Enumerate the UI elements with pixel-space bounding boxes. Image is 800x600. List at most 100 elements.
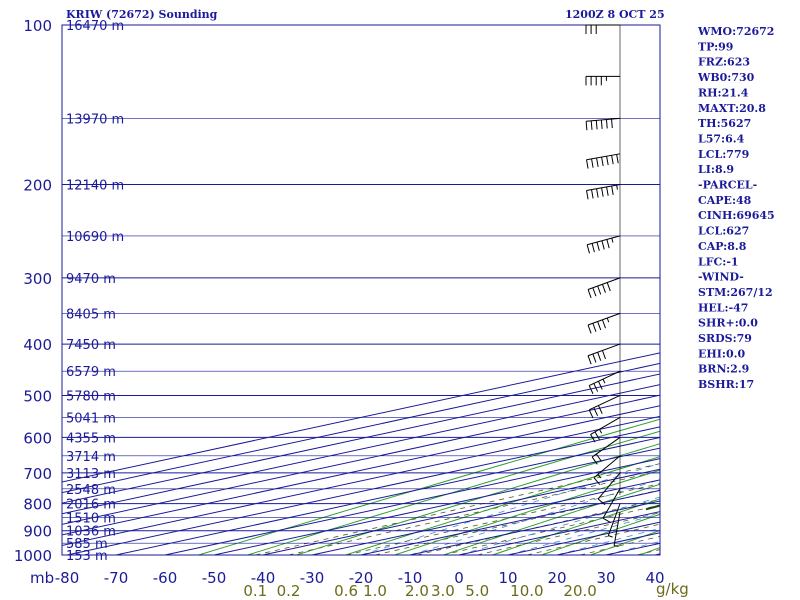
- height-label: 153 m: [66, 549, 108, 564]
- height-label: 7450 m: [66, 338, 116, 353]
- wind-barb: [588, 395, 621, 419]
- height-label: 5780 m: [66, 389, 116, 404]
- pressure-label-600: 600: [23, 429, 52, 447]
- temperature-label: -60: [153, 569, 178, 587]
- height-label: 13970 m: [66, 112, 124, 127]
- mixing-ratio-label: 5.0: [465, 582, 489, 600]
- pressure-label-500: 500: [23, 387, 52, 405]
- isotherm: [62, 362, 660, 494]
- valid-time: 1200Z 8 OCT 25: [565, 8, 665, 21]
- index-line: SHR+:0.0: [698, 317, 758, 330]
- wind-barb: [587, 343, 621, 365]
- chart-title: KRIW (72672) Sounding: [66, 8, 218, 21]
- index-line: STM:267/12: [698, 286, 773, 299]
- height-label: 10690 m: [66, 230, 124, 245]
- mixing-ratio-label: 0.6: [334, 582, 358, 600]
- wind-barb: [587, 277, 621, 299]
- wind-barbs: [585, 24, 621, 547]
- index-line: -PARCEL-: [698, 179, 757, 192]
- index-line: LCL:779: [698, 148, 749, 161]
- mixing-ratio-label: 0.2: [277, 582, 301, 600]
- height-label: 9470 m: [66, 272, 116, 287]
- index-line: TP:99: [698, 40, 733, 53]
- temperature-label: -10: [398, 569, 423, 587]
- mixing-ratio-label: 10.0: [510, 582, 543, 600]
- temperature-label: -50: [202, 569, 227, 587]
- pressure-label-400: 400: [23, 336, 52, 354]
- isotherm: [62, 394, 660, 525]
- index-line: BSHR:17: [698, 378, 754, 391]
- height-label: 12140 m: [66, 179, 124, 194]
- index-line: LFC:-1: [698, 255, 739, 268]
- wind-barb: [597, 472, 621, 506]
- temperature-label: -70: [104, 569, 129, 587]
- height-label: 2016 m: [66, 498, 116, 513]
- index-line: WB0:730: [697, 71, 755, 84]
- wind-barb: [586, 184, 621, 200]
- height-label: 6579 m: [66, 365, 116, 380]
- mixing-ratio-line: [636, 549, 660, 556]
- wind-barb: [591, 437, 621, 465]
- index-line: EHI:0.0: [698, 347, 745, 360]
- index-line: BRN:2.9: [698, 363, 749, 376]
- temperature-label: -20: [349, 569, 374, 587]
- wind-barb: [588, 370, 621, 394]
- index-line: CAPE:48: [698, 194, 752, 207]
- temperature-label: 40: [645, 569, 664, 587]
- mixing-ratio-label: 3.0: [431, 582, 455, 600]
- index-line: FRZ:623: [698, 56, 750, 69]
- isotherm: [213, 458, 660, 556]
- index-line: CINH:69645: [698, 209, 775, 222]
- wind-barb: [585, 24, 620, 34]
- index-line: SRDS:79: [698, 332, 752, 345]
- wind-barb: [586, 153, 621, 169]
- height-label: 5041 m: [66, 411, 116, 426]
- moist-adiabat: [556, 527, 660, 556]
- index-line: CAP:8.8: [698, 240, 747, 253]
- pressure-label-1000: 1000: [14, 547, 52, 565]
- temperature-label: 30: [596, 569, 615, 587]
- isotherm: [62, 373, 660, 504]
- isotherm: [66, 426, 660, 556]
- height-label: 3714 m: [66, 450, 116, 465]
- wind-barb: [602, 488, 621, 524]
- pressure-label-800: 800: [23, 496, 52, 514]
- index-line: TH:5627: [698, 117, 751, 130]
- pressure-label-200: 200: [23, 177, 52, 195]
- index-line: HEL:-47: [698, 301, 748, 314]
- isotherm: [62, 405, 660, 536]
- moist-adiabat: [507, 513, 660, 556]
- height-label: 1036 m: [66, 525, 116, 540]
- index-line: RH:21.4: [698, 86, 749, 99]
- isotherm: [62, 352, 660, 483]
- pressure-axis-labels: 100 200 300 400 500 600 700 800 900 1000: [14, 17, 52, 565]
- height-label: 585 m: [66, 537, 108, 552]
- temperature-label: 20: [547, 569, 566, 587]
- mixing-ratio-label: 20.0: [563, 582, 596, 600]
- isotherm: [62, 415, 660, 547]
- index-line: LCL:627: [698, 225, 749, 238]
- isotherm: [164, 447, 660, 556]
- wind-barb: [586, 235, 621, 254]
- index-line: MAXT:20.8: [698, 102, 766, 115]
- temperature-label: -80: [55, 569, 80, 587]
- height-label: 4355 m: [66, 431, 116, 446]
- height-labels: 16470 m 13970 m 12140 m 10690 m 9470 m 8405 m…: [66, 19, 124, 564]
- isotherm: [62, 384, 660, 515]
- wind-barb: [590, 416, 621, 443]
- moist-adiabat: [409, 479, 660, 556]
- wind-barb: [587, 312, 621, 334]
- wind-barb: [585, 75, 620, 86]
- mixing-ratio-label: 0.1: [243, 582, 267, 600]
- isobars: [61, 24, 661, 556]
- isotherm: [115, 436, 660, 556]
- height-label: 2548 m: [66, 483, 116, 498]
- pressure-label-900: 900: [23, 523, 52, 541]
- pressure-label-100: 100: [23, 17, 52, 35]
- temperature-label: 10: [498, 569, 517, 587]
- dry-adiabat: [787, 25, 800, 555]
- wind-barb: [607, 503, 621, 538]
- wind-barb: [593, 455, 621, 485]
- pressure-label-700: 700: [23, 465, 52, 483]
- temperature-label: -40: [251, 569, 276, 587]
